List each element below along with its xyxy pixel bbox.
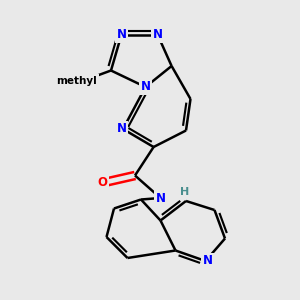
Text: H: H — [180, 187, 189, 197]
Text: N: N — [140, 80, 151, 94]
Text: methyl: methyl — [56, 76, 97, 86]
Text: N: N — [203, 254, 213, 268]
Text: O: O — [97, 176, 107, 190]
Text: N: N — [116, 28, 127, 41]
Text: N: N — [155, 191, 166, 205]
Text: N: N — [152, 28, 163, 41]
Text: N: N — [116, 122, 127, 136]
